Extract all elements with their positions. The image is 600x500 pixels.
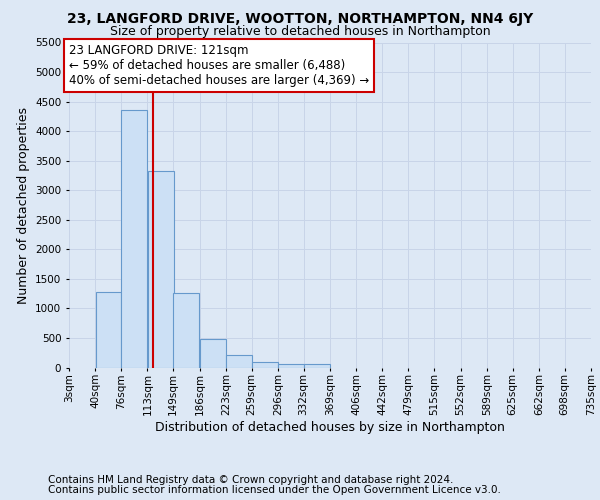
Bar	[304, 364, 330, 368]
Bar	[226, 355, 252, 368]
Text: Contains public sector information licensed under the Open Government Licence v3: Contains public sector information licen…	[48, 485, 501, 495]
Bar	[148, 172, 173, 368]
Bar	[200, 338, 226, 368]
Bar	[252, 362, 278, 368]
Bar	[278, 364, 304, 368]
Bar	[95, 292, 121, 368]
Bar	[173, 293, 199, 368]
Text: 23, LANGFORD DRIVE, WOOTTON, NORTHAMPTON, NN4 6JY: 23, LANGFORD DRIVE, WOOTTON, NORTHAMPTON…	[67, 12, 533, 26]
Text: 23 LANGFORD DRIVE: 121sqm
← 59% of detached houses are smaller (6,488)
40% of se: 23 LANGFORD DRIVE: 121sqm ← 59% of detac…	[69, 44, 369, 87]
Bar	[121, 110, 147, 368]
Text: Contains HM Land Registry data © Crown copyright and database right 2024.: Contains HM Land Registry data © Crown c…	[48, 475, 454, 485]
Text: Size of property relative to detached houses in Northampton: Size of property relative to detached ho…	[110, 25, 490, 38]
Y-axis label: Number of detached properties: Number of detached properties	[17, 106, 29, 304]
X-axis label: Distribution of detached houses by size in Northampton: Distribution of detached houses by size …	[155, 420, 505, 434]
